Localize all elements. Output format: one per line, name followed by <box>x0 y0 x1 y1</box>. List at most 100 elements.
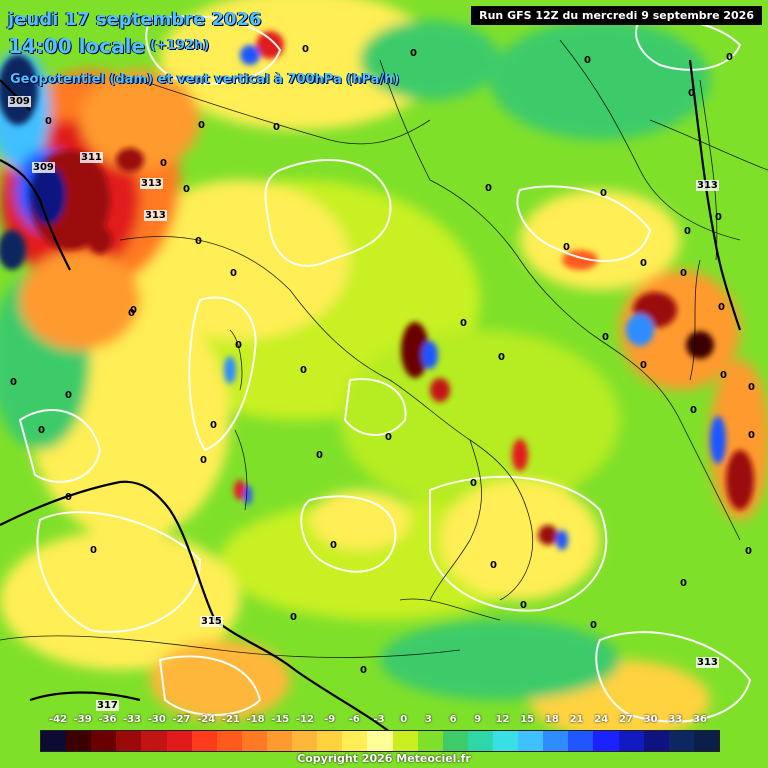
run-info: Run GFS 12Z du mercredi 9 septembre 2026 <box>471 6 762 25</box>
zero-label: 0 <box>128 308 135 319</box>
legend-swatch <box>668 731 694 751</box>
zero-label: 0 <box>65 390 72 401</box>
legend-swatch <box>216 731 242 751</box>
legend-tick-label: 18 <box>544 714 559 725</box>
zero-label: 0 <box>680 578 687 589</box>
zero-label: 0 <box>720 370 727 381</box>
isohypse-label: 313 <box>144 210 167 221</box>
legend-tick-label: -12 <box>295 714 314 725</box>
legend-swatch <box>116 731 142 751</box>
legend-tick-label: -27 <box>172 714 191 725</box>
zero-label: 0 <box>200 455 207 466</box>
legend-swatch <box>141 731 167 751</box>
legend-tick-label: 24 <box>594 714 609 725</box>
legend-swatch <box>66 731 92 751</box>
legend-swatch <box>241 731 267 751</box>
zero-label: 0 <box>718 302 725 313</box>
legend-tick-label: 6 <box>449 714 457 725</box>
zero-label: 0 <box>748 430 755 441</box>
zero-label: 0 <box>602 332 609 343</box>
zero-label: 0 <box>302 44 309 55</box>
legend-swatch <box>91 731 117 751</box>
zero-label: 0 <box>745 546 752 557</box>
isohypse-label: 313 <box>696 657 719 668</box>
legend-swatch <box>266 731 293 751</box>
copyright: Copyright 2026 Meteociel.fr <box>297 752 471 765</box>
zero-label: 0 <box>183 184 190 195</box>
legend-tick-label: -9 <box>324 714 336 725</box>
zero-label: 0 <box>490 560 497 571</box>
legend-swatch <box>342 731 368 751</box>
zero-label: 0 <box>680 268 687 279</box>
legend-tick-label: 21 <box>569 714 584 725</box>
legend-tick-label: -33 <box>123 714 142 725</box>
legend-swatch <box>467 731 493 751</box>
legend-swatch <box>367 731 393 751</box>
zero-label: 0 <box>640 360 647 371</box>
isohypse-label: 309 <box>8 96 31 107</box>
legend-tick-label: 27 <box>618 714 633 725</box>
isohypse-label: 311 <box>80 152 103 163</box>
legend-tick-label: 36 <box>693 714 707 725</box>
legend-tick-label: -24 <box>197 714 216 725</box>
parameter-title: Geopotentiel (dam) et vent vertical à 70… <box>10 72 400 87</box>
legend-tick-label: 33 <box>668 714 683 725</box>
legend-swatch <box>593 731 619 751</box>
zero-label: 0 <box>273 122 280 133</box>
zero-label: 0 <box>10 377 17 388</box>
forecast-date: jeudi 17 septembre 2026 <box>8 9 262 30</box>
isohypse-label: 313 <box>140 178 163 189</box>
zero-label: 0 <box>485 183 492 194</box>
zero-label: 0 <box>563 242 570 253</box>
legend-tick-label: -18 <box>246 714 265 725</box>
legend-tick-label: 12 <box>495 714 510 725</box>
legend-swatch <box>543 731 569 751</box>
legend-swatch <box>317 731 343 751</box>
zero-label: 0 <box>498 352 505 363</box>
legend-tick-label: -42 <box>48 714 68 725</box>
zero-label: 0 <box>65 492 72 503</box>
legend-swatch <box>693 731 719 751</box>
legend-swatch <box>191 731 217 751</box>
zero-label: 0 <box>640 258 647 269</box>
legend-tick-label: 3 <box>424 714 432 725</box>
zero-label: 0 <box>316 450 323 461</box>
legend-swatch <box>41 731 67 751</box>
zero-label: 0 <box>385 432 392 443</box>
legend-tick-label: -15 <box>271 714 290 725</box>
isohypse-label: 309 <box>32 162 55 173</box>
zero-label: 0 <box>410 48 417 59</box>
forecast-lead: (+192h) <box>150 38 210 53</box>
zero-label: 0 <box>726 52 733 63</box>
legend-swatch <box>568 731 594 751</box>
isohypse-label: 315 <box>200 616 223 627</box>
legend-tick-label: 15 <box>520 714 535 725</box>
zero-label: 0 <box>230 268 237 279</box>
isohypse-label: 317 <box>96 700 119 711</box>
zero-label: 0 <box>235 340 242 351</box>
legend-tick-label: 9 <box>474 714 482 725</box>
zero-label: 0 <box>130 305 137 316</box>
legend-swatch <box>618 731 644 751</box>
zero-label: 0 <box>300 365 307 376</box>
legend-tick-label: -3 <box>373 714 385 725</box>
legend-tick-label: -36 <box>98 714 117 725</box>
zero-label: 0 <box>290 612 297 623</box>
zero-label: 0 <box>748 382 755 393</box>
legend-swatch <box>166 731 192 751</box>
legend-swatch <box>392 731 418 751</box>
legend-tick-label: -30 <box>147 714 166 725</box>
color-scale-legend <box>40 730 720 752</box>
legend-tick-label: -6 <box>348 714 360 725</box>
zero-label: 0 <box>520 600 527 611</box>
zero-label: 0 <box>690 405 697 416</box>
zero-label: 0 <box>600 188 607 199</box>
legend-swatch <box>643 731 669 751</box>
zero-label: 0 <box>684 226 691 237</box>
zero-label: 0 <box>590 620 597 631</box>
zero-label: 0 <box>688 88 695 99</box>
zero-label: 0 <box>90 545 97 556</box>
zero-label: 0 <box>360 665 367 676</box>
